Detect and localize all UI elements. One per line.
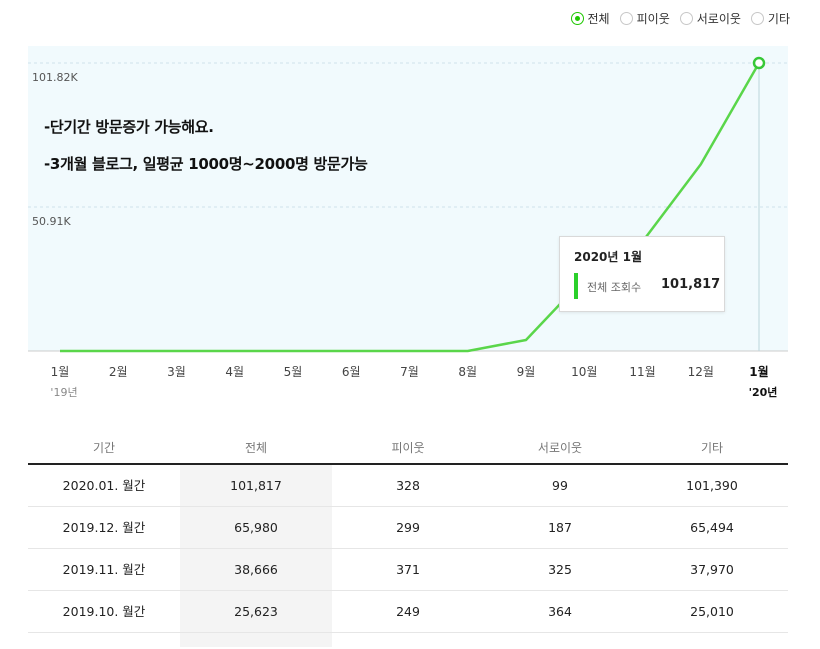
radio-icon[interactable] xyxy=(750,12,764,25)
legend-label: 피이웃 xyxy=(636,12,670,26)
x-tick-label: 9월 xyxy=(517,365,536,379)
x-tick-label: 1월 xyxy=(749,364,768,379)
series-legend: 전체 피이웃 서로이웃 기타 xyxy=(570,10,790,27)
cell-total: 101,817 xyxy=(180,465,332,506)
cell-other: 37,970 xyxy=(690,562,734,577)
radio-icon[interactable] xyxy=(679,12,693,25)
legend-item-other[interactable]: 기타 xyxy=(750,10,790,27)
legend-item-total[interactable]: 전체 xyxy=(570,10,610,27)
cell-mutual: 325 xyxy=(548,562,572,577)
cell-neighbor: 371 xyxy=(396,562,420,577)
tooltip-label: 전체 조회수 xyxy=(587,281,642,294)
cell-neighbor: 249 xyxy=(396,604,420,619)
cell-total: 38,666 xyxy=(180,549,332,590)
header-period: 기간 xyxy=(92,441,116,455)
cell-other: 101,390 xyxy=(686,478,738,493)
cell-total: 25,623 xyxy=(180,591,332,632)
annotation-line-2: -3개월 블로그, 일평균 1000명~2000명 방문가능 xyxy=(44,155,368,173)
chart-svg: 50.91K 101.82K 1월 '19년 2월 3월 4월 5월 6월 7월 8월 9월 10월 11… xyxy=(28,46,788,399)
cell-total: 65,980 xyxy=(180,507,332,548)
header-total: 전체 xyxy=(244,441,268,455)
cell-period: 2019.12. 월간 xyxy=(62,520,146,535)
cell-empty xyxy=(180,633,332,647)
table-row: 2019.11. 월간 38,666 371 325 37,970 xyxy=(28,549,788,591)
cell-period: 2019.11. 월간 xyxy=(62,562,146,577)
x-tick-label: 1월 xyxy=(51,365,70,379)
cell-empty xyxy=(484,633,636,647)
x-tick-label: 5월 xyxy=(284,365,303,379)
cell-mutual: 99 xyxy=(552,478,568,493)
cell-other: 65,494 xyxy=(690,520,734,535)
x-tick-label: 10월 xyxy=(571,365,597,379)
x-tick-label: 8월 xyxy=(458,365,477,379)
tooltip-title: 2020년 1월 xyxy=(574,250,643,264)
x-tick-label: 7월 xyxy=(400,365,419,379)
radio-icon[interactable] xyxy=(619,12,633,25)
header-neighbor: 피이웃 xyxy=(391,441,425,455)
header-mutual: 서로이웃 xyxy=(537,441,583,455)
cell-neighbor: 328 xyxy=(396,478,420,493)
cell-empty xyxy=(28,633,180,647)
cell-empty xyxy=(332,633,484,647)
cell-mutual: 364 xyxy=(548,604,572,619)
cell-neighbor: 299 xyxy=(396,520,420,535)
cell-mutual: 187 xyxy=(548,520,572,535)
views-line-chart: 50.91K 101.82K 1월 '19년 2월 3월 4월 5월 6월 7월 8월 9월 10월 11… xyxy=(0,40,820,410)
tooltip-value: 101,817 xyxy=(661,277,721,292)
x-year-label: '20년 xyxy=(749,385,778,399)
chart-tooltip: 2020년 1월 전체 조회수 101,817 xyxy=(559,236,725,312)
legend-item-neighbor[interactable]: 피이웃 xyxy=(619,10,670,27)
table-row: 2020.01. 월간 101,817 328 99 101,390 xyxy=(28,465,788,507)
legend-item-mutual[interactable]: 서로이웃 xyxy=(679,10,741,27)
cell-period: 2020.01. 월간 xyxy=(62,478,146,493)
x-tick-label: 6월 xyxy=(342,365,361,379)
tooltip-series-marker xyxy=(574,273,578,299)
x-tick-label: 2월 xyxy=(109,365,128,379)
table-row: 2019.12. 월간 65,980 299 187 65,494 xyxy=(28,507,788,549)
x-tick-label: 3월 xyxy=(167,365,186,379)
monthly-stats-table: 기간 전체 피이웃 서로이웃 기타 2020.01. 월간 101,817 32… xyxy=(28,431,788,647)
table-header: 기간 전체 피이웃 서로이웃 기타 xyxy=(28,431,788,465)
radio-selected-icon[interactable] xyxy=(570,12,584,25)
cell-period: 2019.10. 월간 xyxy=(62,604,146,619)
table-row-partial xyxy=(28,633,788,647)
legend-label: 기타 xyxy=(767,12,790,26)
legend-label: 전체 xyxy=(587,12,610,26)
header-other: 기타 xyxy=(700,441,724,455)
cell-other: 25,010 xyxy=(690,604,734,619)
data-point-highlight xyxy=(752,56,766,70)
y-tick-label: 50.91K xyxy=(32,215,71,228)
annotation-line-1: -단기간 방문증가 가능해요. xyxy=(44,118,214,136)
x-tick-label: 12월 xyxy=(688,365,714,379)
cell-empty xyxy=(636,633,788,647)
y-tick-label: 101.82K xyxy=(32,71,78,84)
x-year-label: '19년 xyxy=(50,386,77,399)
x-tick-label: 4월 xyxy=(225,365,244,379)
table-row: 2019.10. 월간 25,623 249 364 25,010 xyxy=(28,591,788,633)
legend-label: 서로이웃 xyxy=(696,12,741,26)
x-tick-label: 11월 xyxy=(629,365,655,379)
